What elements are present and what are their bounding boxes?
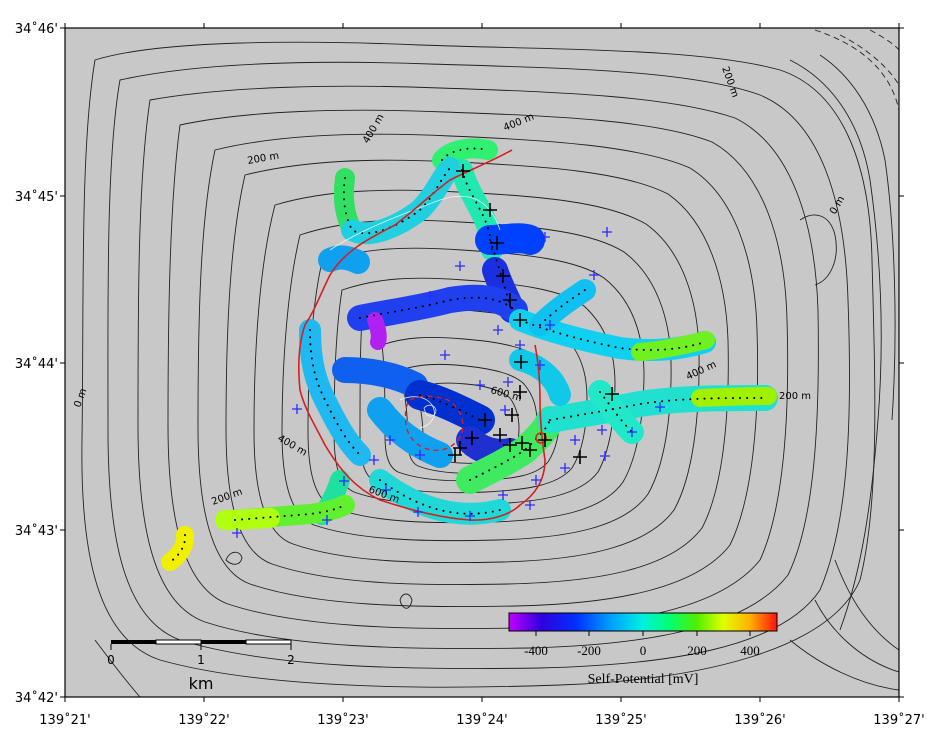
blue-cross-marker [535, 360, 545, 370]
contour-label: 200 m [247, 151, 280, 167]
black-cross-marker [456, 164, 470, 178]
black-cross-marker [448, 448, 462, 462]
blue-cross-marker [515, 340, 525, 350]
black-cross-marker [503, 293, 517, 307]
fissure-markers [448, 164, 619, 464]
black-cross-marker [513, 313, 527, 327]
blue-cross-marker [322, 515, 332, 525]
scale-tick: 1 [197, 653, 205, 667]
scale-tick: 2 [287, 653, 295, 667]
black-cross-marker [573, 450, 587, 464]
black-cross-marker [503, 438, 517, 452]
black-cross-marker [478, 413, 492, 427]
lon-label: 139˚24' [456, 712, 507, 728]
crater-rim-dashed [404, 395, 464, 452]
blue-cross-marker [385, 435, 395, 445]
colorbar-tick: -400 [524, 643, 548, 658]
colorbar: -400 -200 0 200 400 Self-Potential [mV] [508, 612, 778, 687]
blue-cross-marker [369, 455, 379, 465]
black-cross-marker [483, 203, 497, 217]
longitude-labels: 139˚21' 139˚22' 139˚23' 139˚24' 139˚25' … [39, 712, 924, 728]
blue-cross-marker [381, 485, 391, 495]
lat-label: 34˚42' [15, 690, 58, 706]
vent-marker [535, 432, 547, 444]
blue-cross-marker [560, 463, 570, 473]
lon-label: 139˚21' [39, 712, 90, 728]
lon-label: 139˚27' [873, 712, 924, 728]
black-cross-marker [493, 428, 507, 442]
blue-cross-marker [465, 511, 475, 521]
blue-cross-marker [440, 350, 450, 360]
blue-cross-marker [498, 490, 508, 500]
black-cross-marker [513, 385, 527, 399]
colorbar-tick: -200 [577, 643, 601, 658]
blue-cross-marker [570, 435, 580, 445]
colorbar-tick: 200 [687, 643, 707, 658]
blue-cross-marker [292, 404, 302, 414]
colorbar-title: Self-Potential [mV] [588, 672, 699, 687]
latitude-labels: 34˚46' 34˚45' 34˚44' 34˚43' 34˚42' [15, 21, 58, 706]
inner-contours [329, 195, 501, 429]
blue-cross-marker [493, 325, 503, 335]
blue-cross-marker [455, 261, 465, 271]
colorbar-gradient [508, 612, 778, 632]
blue-cross-marker [627, 427, 637, 437]
survey-points [169, 147, 766, 563]
electrode-markers [232, 227, 665, 538]
blue-cross-marker [525, 500, 535, 510]
black-cross-marker [496, 269, 510, 283]
scale-tick: 0 [107, 653, 115, 667]
blue-cross-marker [500, 405, 510, 415]
blue-cross-marker [600, 451, 610, 461]
map-background [65, 28, 899, 697]
black-cross-marker [605, 387, 619, 401]
lon-label: 139˚26' [734, 712, 785, 728]
blue-cross-marker [655, 402, 665, 412]
black-cross-marker [465, 431, 479, 445]
blue-cross-marker [597, 425, 607, 435]
blue-cross-marker [503, 377, 513, 387]
lon-label: 139˚25' [595, 712, 646, 728]
blue-cross-marker [415, 450, 425, 460]
blue-cross-marker [413, 507, 423, 517]
blue-cross-marker [232, 528, 242, 538]
lat-label: 34˚45' [15, 189, 58, 205]
lat-label: 34˚43' [15, 523, 58, 539]
contour-label: 200 m [779, 391, 811, 402]
lat-label: 34˚46' [15, 21, 58, 37]
black-cross-marker [514, 355, 528, 369]
scale-bar: 0 1 2 km [107, 639, 295, 693]
blue-cross-marker [545, 320, 555, 330]
lat-label: 34˚44' [15, 356, 58, 372]
black-cross-marker [515, 436, 529, 450]
black-cross-marker [538, 433, 552, 447]
scale-unit: km [189, 674, 214, 693]
blue-cross-marker [531, 475, 541, 485]
caldera-rim [298, 149, 546, 521]
black-cross-marker [505, 408, 519, 422]
blue-cross-marker [540, 232, 550, 242]
blue-cross-marker [425, 291, 435, 301]
blue-cross-marker [475, 380, 485, 390]
colorbar-tick: 400 [740, 643, 760, 658]
colorbar-tick: 0 [640, 643, 647, 658]
lon-label: 139˚23' [317, 712, 368, 728]
blue-cross-marker [589, 270, 599, 280]
frame-ticks [60, 23, 904, 702]
lon-label: 139˚22' [178, 712, 229, 728]
blue-cross-marker [339, 476, 349, 486]
black-cross-marker [523, 443, 537, 457]
blue-cross-marker [602, 227, 612, 237]
black-cross-marker [490, 236, 504, 250]
